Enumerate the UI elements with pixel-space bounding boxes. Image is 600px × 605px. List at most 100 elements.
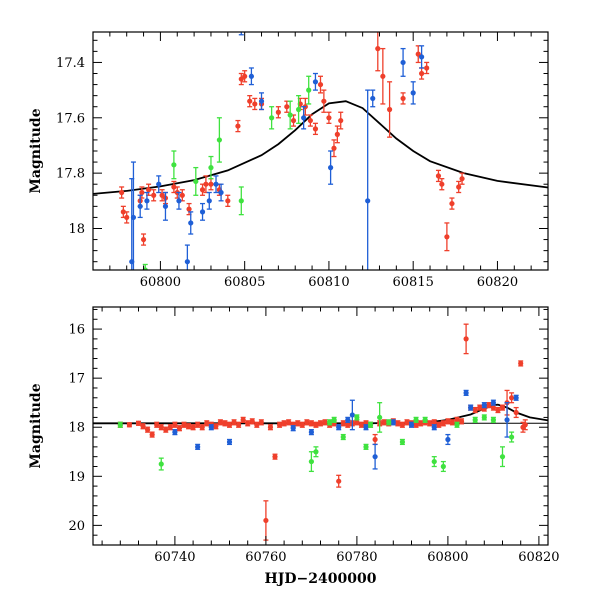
x-tick-label: 60820 (477, 275, 518, 290)
data-point (445, 418, 451, 424)
data-point (245, 420, 251, 426)
data-point (176, 198, 182, 204)
data-point (162, 203, 169, 209)
data-point (308, 458, 314, 465)
data-point (386, 419, 392, 425)
data-point (413, 417, 419, 423)
data-point (422, 417, 428, 423)
data-point (269, 115, 275, 121)
data-point (119, 189, 125, 196)
data-point (304, 419, 310, 425)
data-point (275, 109, 281, 115)
data-point (472, 407, 478, 413)
data-point (317, 420, 324, 426)
data-point (195, 444, 201, 450)
data-point (418, 420, 424, 426)
data-point (295, 106, 302, 113)
data-point (146, 187, 152, 193)
data-point (472, 417, 478, 423)
data-point (431, 419, 437, 425)
data-point (240, 417, 246, 423)
data-point (377, 414, 383, 421)
data-point (413, 422, 419, 428)
y-tick-label: 16 (68, 323, 85, 338)
data-point (436, 422, 442, 428)
data-point (216, 137, 222, 143)
data-point (381, 419, 387, 425)
plot-area (93, 323, 548, 541)
x-tick-label: 60740 (154, 550, 195, 565)
data-point (140, 236, 147, 243)
data-point (345, 422, 351, 428)
y-axis-title: Magnitude (28, 108, 44, 193)
data-point (238, 198, 244, 204)
data-point (199, 424, 205, 430)
data-point (509, 434, 515, 440)
y-tick-label: 18 (68, 421, 85, 436)
data-point (419, 70, 425, 77)
data-point (486, 402, 492, 408)
data-point (137, 203, 143, 209)
data-point (135, 420, 142, 426)
data-point (395, 420, 401, 426)
data-point (336, 478, 342, 484)
data-point (477, 404, 483, 411)
data-point (176, 425, 183, 431)
data-point (370, 95, 376, 102)
data-point (424, 65, 430, 71)
x-tick-label: 60780 (336, 550, 377, 565)
data-point (340, 420, 346, 426)
data-point (263, 517, 269, 524)
data-point (354, 419, 360, 425)
data-point (149, 431, 155, 438)
data-point (408, 422, 415, 428)
y-tick-label: 17.6 (56, 111, 85, 126)
data-point (358, 422, 365, 428)
model-curve (93, 100, 548, 195)
data-point (349, 412, 355, 418)
data-point (504, 417, 510, 423)
data-point (440, 463, 446, 470)
data-point (286, 419, 292, 425)
data-point (301, 115, 307, 121)
data-point (163, 427, 169, 433)
data-point (317, 81, 324, 88)
data-point (290, 117, 297, 124)
data-point (307, 117, 313, 124)
data-point (463, 336, 469, 342)
data-point (248, 73, 255, 79)
data-point (444, 234, 450, 240)
x-tick-label: 60820 (518, 550, 559, 565)
data-point (226, 422, 233, 428)
data-point (284, 104, 290, 110)
bottom-panel: 60740 60760 60780 60800 60820 16 17 18 19 20 Magni… (28, 306, 560, 587)
data-point (231, 419, 237, 425)
top-panel: 60800 60805 60810 60815 60820 17.4 17.6 17.8 18 M… (28, 31, 549, 290)
plot-area (93, 32, 548, 270)
data-point (139, 189, 145, 196)
x-tick-label: 60815 (393, 275, 434, 290)
data-point (213, 423, 219, 429)
data-point (458, 418, 465, 424)
data-point (372, 454, 378, 460)
data-point (204, 420, 210, 426)
data-point (235, 123, 241, 129)
data-point (299, 422, 305, 428)
data-point (518, 360, 524, 367)
data-point (254, 422, 260, 428)
data-point (509, 395, 515, 401)
data-point (130, 214, 137, 221)
data-point (321, 98, 327, 104)
data-point (400, 59, 406, 66)
data-point (312, 126, 319, 132)
data-point (410, 90, 416, 96)
data-point (242, 73, 248, 79)
data-point (363, 444, 369, 450)
data-point (463, 390, 469, 396)
data-point (195, 422, 201, 428)
data-point (481, 414, 487, 421)
x-tick-label: 60800 (427, 550, 468, 565)
data-point (213, 181, 219, 187)
